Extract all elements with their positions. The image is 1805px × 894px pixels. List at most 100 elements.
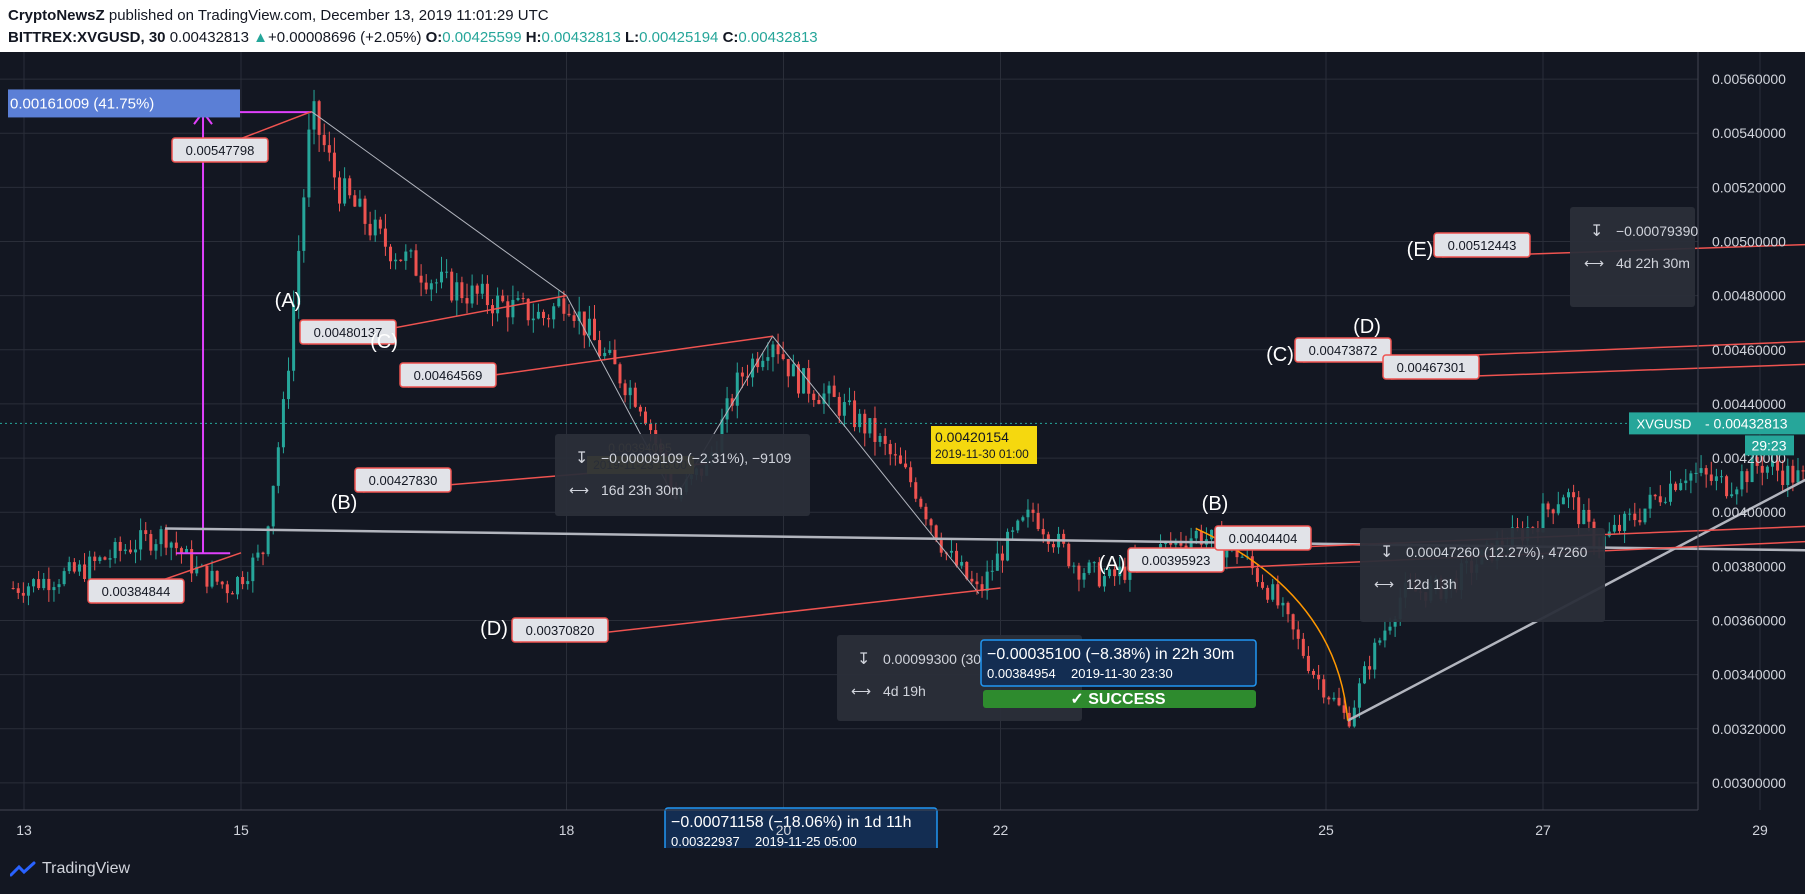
- candle-body: [470, 285, 474, 304]
- candle-body: [786, 359, 790, 377]
- measure-value: −0.00009109 (−2.31%), −9109: [601, 450, 792, 466]
- candle-body: [1041, 529, 1045, 535]
- x-tick-label: 25: [1318, 822, 1334, 838]
- candle-body: [1210, 529, 1214, 540]
- candle-body: [1312, 670, 1316, 675]
- candle-body: [394, 259, 398, 262]
- candle-body: [220, 581, 224, 585]
- candle-body: [1653, 494, 1657, 497]
- candle-body: [434, 282, 438, 284]
- candle-body: [536, 311, 540, 319]
- candle-body: [1021, 517, 1025, 521]
- candle-body: [404, 251, 408, 261]
- candle-body: [822, 393, 826, 404]
- candle-body: [1617, 524, 1621, 532]
- candle-body: [980, 584, 984, 591]
- range-result-value: −0.00035100 (−8.38%) in 22h 30m: [987, 646, 1234, 663]
- brand-name: TradingView: [42, 860, 131, 877]
- y-tick-label: 0.00340000: [1712, 667, 1786, 683]
- candle-body: [934, 525, 938, 541]
- price-callout-box: [399, 362, 497, 388]
- y-tick-label: 0.00360000: [1712, 613, 1786, 629]
- candle-body: [348, 178, 352, 196]
- price-callout-box: [171, 137, 269, 163]
- candle-body: [1250, 556, 1254, 569]
- candle-body: [37, 579, 41, 589]
- candle-body: [975, 581, 979, 585]
- price-callout-text: 0.00473872: [1309, 343, 1378, 358]
- y-tick-label: 0.00520000: [1712, 179, 1786, 195]
- candle-body: [1011, 530, 1015, 532]
- candle-body: [190, 549, 194, 574]
- price-axis[interactable]: 0.00300000 0.00320000 0.00340000 0.00360000…: [1629, 52, 1805, 810]
- candle-body: [995, 553, 999, 571]
- candle-body: [858, 413, 862, 428]
- candle-body: [643, 411, 647, 424]
- candle-body: [1694, 472, 1698, 474]
- candle-body: [847, 400, 851, 403]
- candle-body: [292, 304, 296, 371]
- width-icon: ⟷: [851, 683, 871, 699]
- candle-body: [353, 195, 357, 207]
- candle-body: [1179, 540, 1183, 546]
- candle-body: [251, 557, 255, 582]
- chart-header: CryptoNewsZ published on TradingView.com…: [0, 0, 1805, 52]
- candle-body: [312, 101, 316, 130]
- tradingview-brand[interactable]: TradingView: [10, 860, 130, 878]
- candle-body: [827, 385, 831, 394]
- open-value: 0.00425599: [442, 29, 522, 46]
- candle-body: [1036, 512, 1040, 530]
- candle-body: [287, 370, 291, 400]
- published-text: published on TradingView.com, December 1…: [104, 7, 549, 24]
- candle-body: [67, 562, 71, 572]
- tradingview-logo-icon: [10, 861, 36, 877]
- candle-body: [103, 557, 107, 560]
- range-result-box: [980, 639, 1257, 687]
- candle-body: [1791, 465, 1795, 483]
- price-callout-text: 0.00427830: [369, 473, 438, 488]
- candle-body: [1388, 626, 1392, 631]
- candle-body: [225, 584, 229, 594]
- low-value: 0.00425194: [639, 29, 719, 46]
- candle-body: [531, 318, 535, 321]
- candle-body: [1684, 480, 1688, 484]
- candle-body: [955, 550, 959, 566]
- candle-body: [332, 152, 336, 178]
- height-icon: ↧: [575, 450, 588, 467]
- countdown-tag-text: 29:23: [1751, 437, 1786, 453]
- wave-label: (A): [275, 290, 302, 312]
- candle-body: [1704, 468, 1708, 475]
- candle-body: [909, 467, 913, 483]
- candle-body: [1648, 494, 1652, 509]
- measure-duration: 4d 19h: [883, 683, 926, 699]
- candle-body: [771, 344, 775, 358]
- candle-body: [985, 571, 989, 591]
- measure-box: [1570, 207, 1695, 307]
- candle-body: [1551, 509, 1555, 514]
- candle-body: [1062, 533, 1066, 544]
- last-price-tag: [1699, 412, 1805, 435]
- candle-body: [21, 592, 25, 596]
- candle-body: [52, 587, 56, 591]
- candle-body: [1781, 470, 1785, 486]
- time-axis[interactable]: 1315182022252729Dec35791113: [0, 809, 1805, 838]
- candle-body: [582, 311, 586, 336]
- candle-body: [1276, 584, 1280, 606]
- price-chart[interactable]: 0.00161009 (41.75%) 0.00547798 0.00480137 0…: [0, 52, 1805, 848]
- candle-body: [134, 549, 138, 553]
- success-badge-text: ✓ SUCCESS: [1070, 691, 1166, 708]
- wave-label: (E): [1407, 239, 1434, 261]
- candle-body: [1633, 513, 1637, 521]
- candle-body: [429, 283, 433, 290]
- candle-body: [1699, 468, 1703, 473]
- candle-body: [633, 387, 637, 407]
- candle-body: [77, 564, 81, 572]
- low-label: L:: [624, 29, 640, 46]
- candle-body: [1051, 543, 1055, 548]
- width-icon: ⟷: [1584, 255, 1604, 271]
- candle-body: [1006, 531, 1010, 561]
- candle-body: [613, 349, 617, 365]
- candle-body: [1322, 679, 1326, 698]
- percent-box-text: 0.00161009 (41.75%): [10, 95, 154, 112]
- candle-body: [1184, 545, 1188, 549]
